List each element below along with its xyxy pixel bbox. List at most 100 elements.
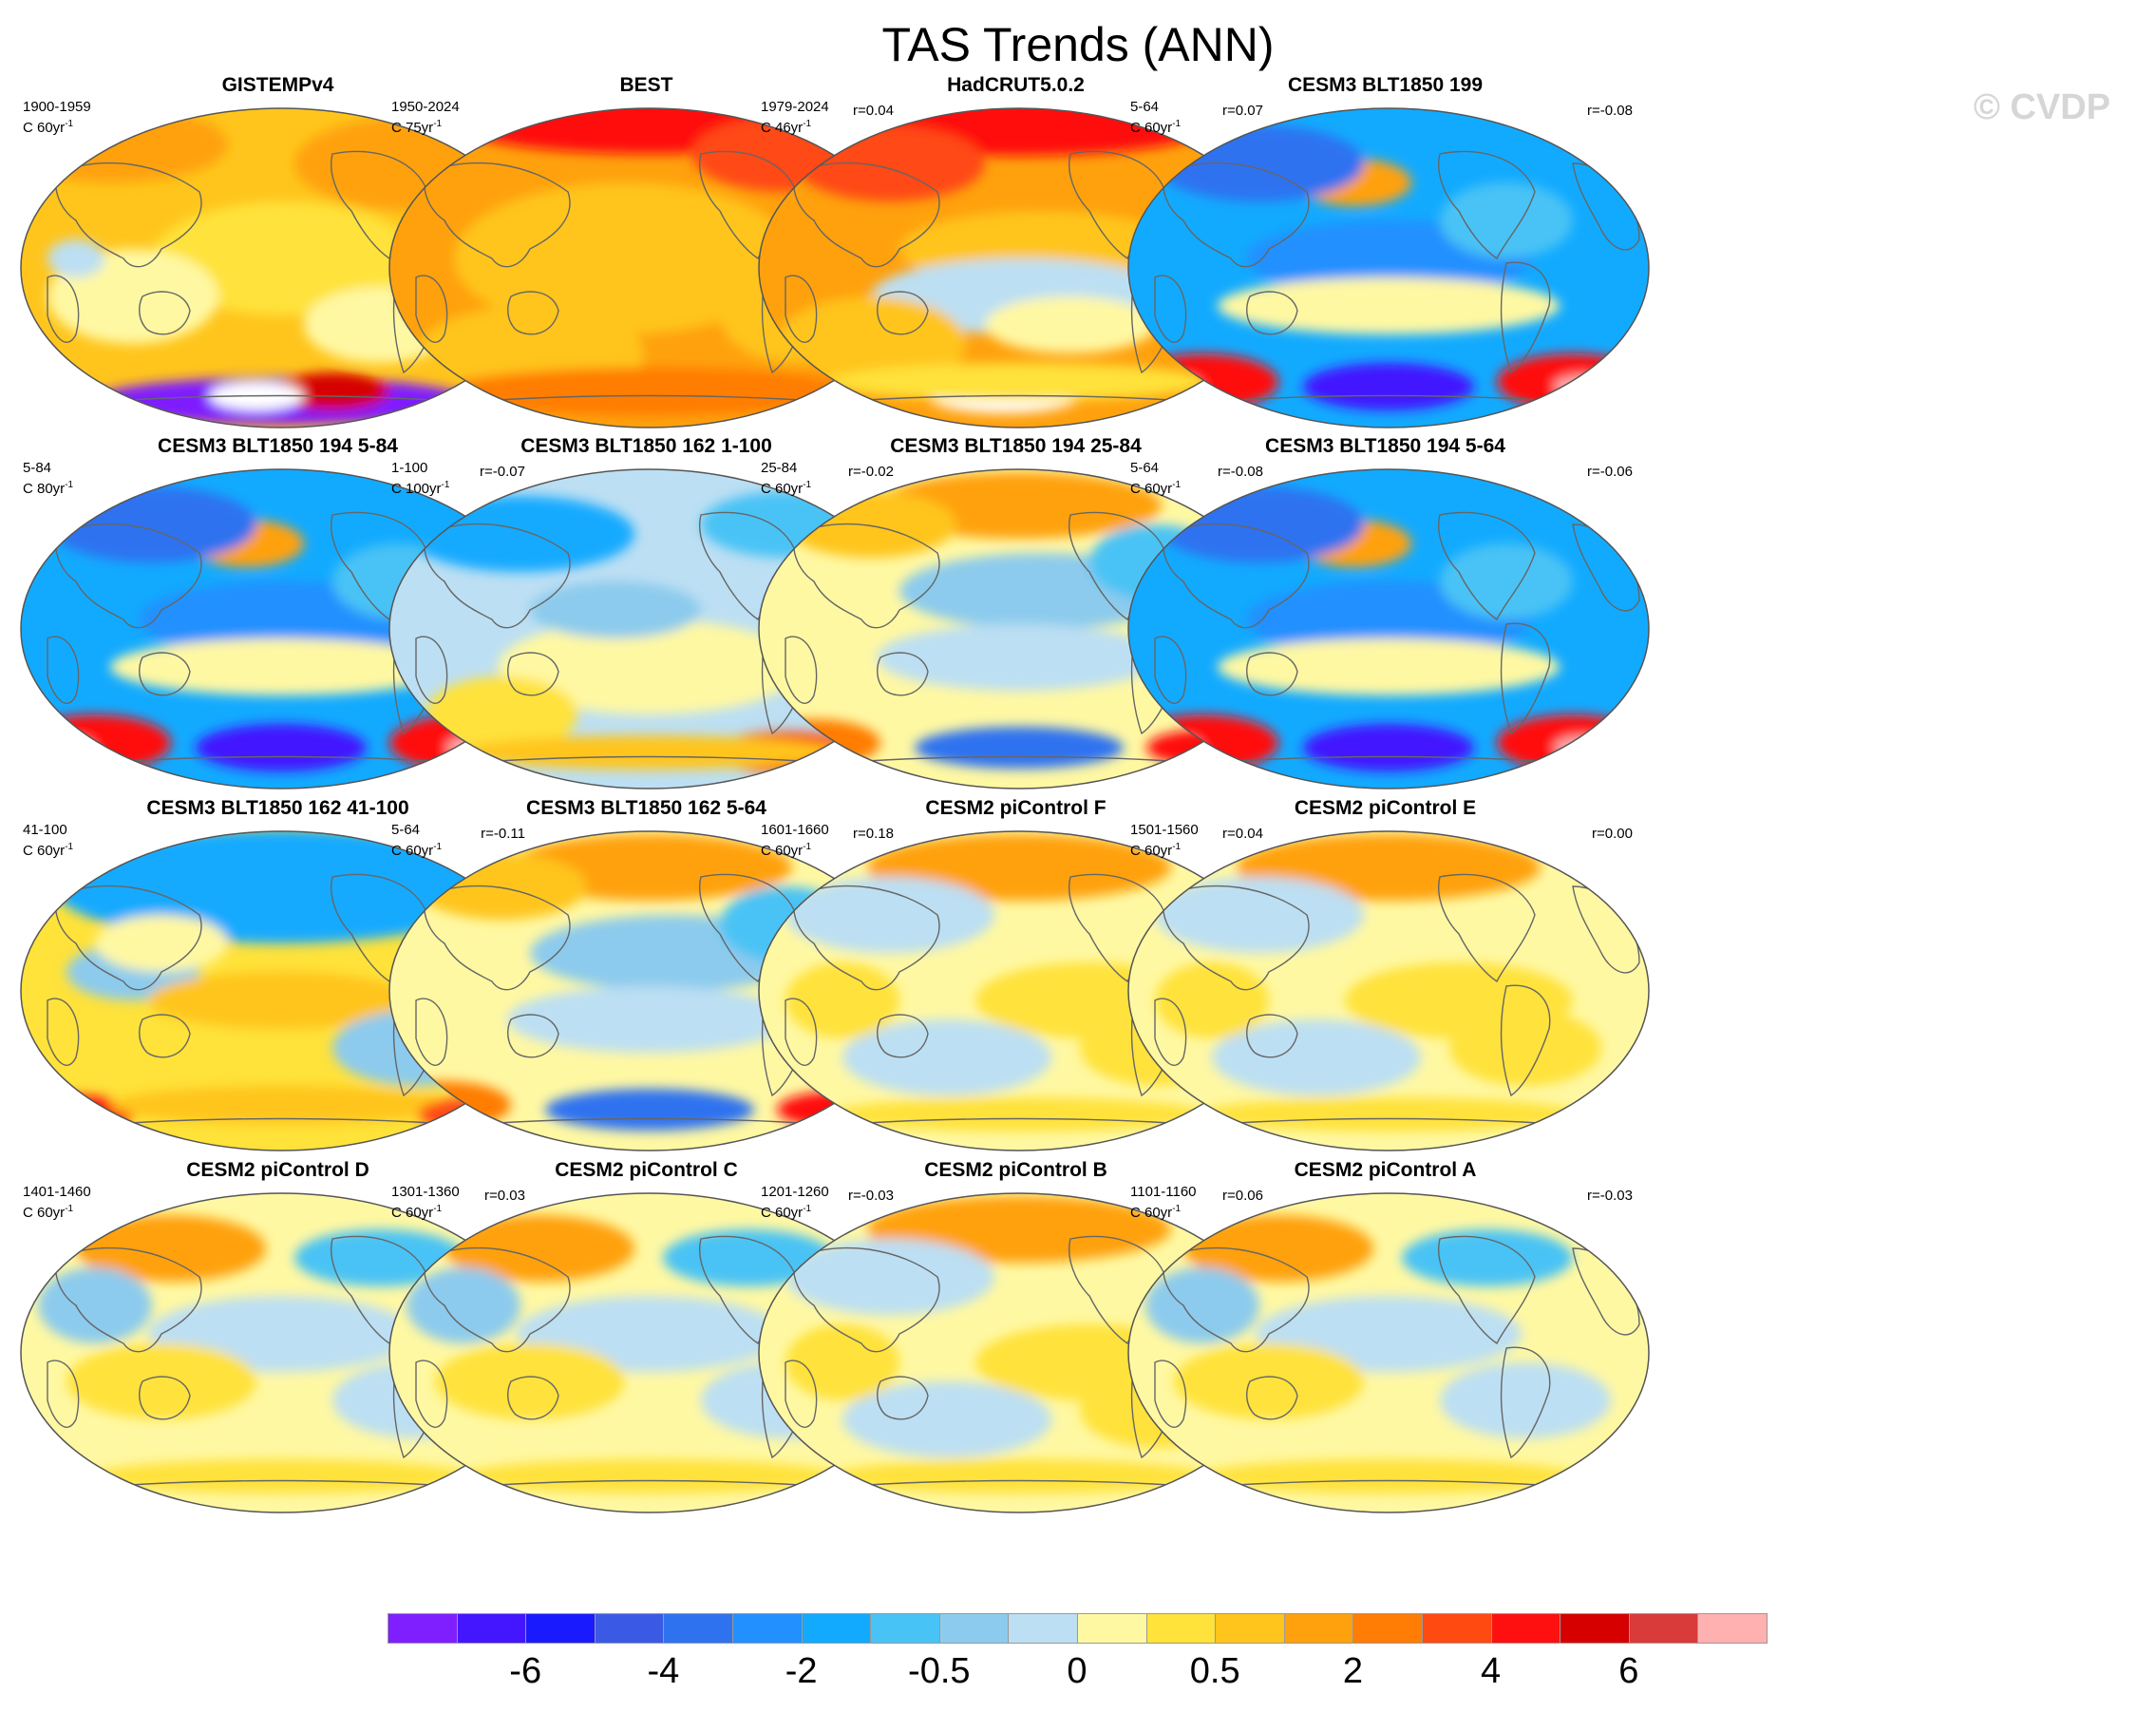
panel-years: 5-64	[391, 822, 421, 838]
colorbar-label: -0.5	[908, 1651, 971, 1691]
trend-region	[530, 581, 701, 638]
panel-correlation: r=-0.03	[1587, 1188, 1633, 1204]
colorbar-swatch	[1283, 1613, 1354, 1644]
trend-region	[1145, 1267, 1259, 1343]
coastline	[1246, 291, 1298, 335]
trend-region	[148, 972, 414, 1029]
panel-years: 1-100	[391, 460, 428, 476]
trend-region	[1440, 543, 1573, 619]
colorbar-swatch	[594, 1613, 665, 1644]
coastline	[1500, 261, 1551, 374]
trend-map	[1127, 830, 1650, 1151]
coastline	[1154, 998, 1187, 1066]
trend-map	[1127, 107, 1650, 428]
coastline	[47, 998, 80, 1066]
coastline	[1438, 150, 1536, 260]
coastline	[877, 291, 929, 335]
panel-correlation: r=0.00	[1592, 826, 1633, 842]
trend-region	[877, 624, 1162, 691]
panel-title: CESM3 BLT1850 194 5-64	[1265, 435, 1505, 457]
colorbar-swatch	[938, 1613, 1010, 1644]
coastline	[793, 523, 940, 629]
trend-region	[407, 1267, 520, 1343]
trend-region	[275, 372, 389, 410]
panel-correlation: r=-0.03	[848, 1188, 894, 1204]
cvdp-watermark: © CVDP	[1973, 87, 2110, 127]
panel-title: CESM2 piControl C	[555, 1159, 738, 1181]
figure-title: TAS Trends (ANN)	[881, 18, 1275, 71]
trend-region	[829, 1459, 1209, 1493]
colorbar-swatch	[1077, 1613, 1147, 1644]
panel-correlation: r=0.04	[1222, 826, 1263, 842]
trend-region	[985, 296, 1156, 353]
colorbar-label: 6	[1618, 1651, 1639, 1691]
colorbar-swatch	[801, 1613, 872, 1644]
coastline	[877, 1014, 929, 1058]
coastline	[1246, 652, 1298, 696]
panel-years: 1950-2024	[391, 99, 460, 115]
trend-region	[91, 1459, 471, 1493]
panel-units: C 60yr-1	[761, 1204, 812, 1221]
colorbar-label: 4	[1481, 1651, 1502, 1691]
trend-region	[1199, 1097, 1579, 1132]
panel-years: 1601-1660	[761, 822, 829, 838]
coastline	[424, 885, 571, 991]
trend-region	[38, 1267, 152, 1343]
trend-region	[110, 638, 452, 695]
trend-region	[498, 619, 802, 714]
coastline	[507, 291, 559, 335]
trend-region	[1164, 738, 1202, 767]
panel-correlation: r=0.06	[1222, 1188, 1263, 1204]
trend-region	[95, 915, 228, 972]
coastline	[139, 1014, 191, 1058]
trend-map	[1127, 1192, 1650, 1513]
panel-years: 5-84	[23, 460, 52, 476]
coastline	[1500, 1346, 1551, 1459]
panel-correlation: r=0.18	[853, 826, 894, 842]
trend-region	[444, 1215, 634, 1282]
map-panel-grid: GISTEMPv4 1900-1959 C 60yr-1 BEST 1950-2024 C…	[20, 74, 1654, 1513]
panel-units: C 80yr-1	[23, 480, 74, 497]
colorbar-swatch	[1145, 1613, 1217, 1644]
trend-region	[915, 727, 1124, 769]
coastline	[1154, 275, 1187, 343]
panel-years: 5-64	[1130, 460, 1160, 476]
trend-region	[829, 363, 1209, 401]
panel-years: 1900-1959	[23, 99, 91, 115]
coastline	[47, 1360, 80, 1428]
trend-region	[842, 1019, 1051, 1095]
trend-region	[53, 831, 509, 943]
trend-region	[1303, 363, 1474, 410]
trend-region	[1155, 486, 1364, 562]
map-panel: BEST 1950-2024 C 75yr-1 r=0.04	[378, 74, 915, 433]
colorbar-swatch	[1697, 1613, 1768, 1644]
coastline	[1246, 1014, 1298, 1058]
coastline	[1500, 984, 1551, 1097]
panel-units: C 100yr-1	[391, 480, 450, 497]
trend-region	[1128, 714, 1278, 771]
coastline	[415, 636, 448, 704]
trend-region	[110, 1086, 452, 1124]
panel-units: C 75yr-1	[391, 119, 443, 136]
colorbar-swatch	[456, 1613, 527, 1644]
panel-title: CESM2 piControl D	[186, 1159, 369, 1181]
panel-units: C 60yr-1	[391, 842, 443, 859]
panel-units: C 60yr-1	[1130, 480, 1182, 497]
panel-correlation: r=-0.11	[481, 826, 525, 842]
trend-region	[1218, 638, 1560, 695]
trend-region	[21, 714, 171, 771]
coastline	[1154, 636, 1187, 704]
trend-region	[1199, 1459, 1579, 1493]
panel-title: CESM3 BLT1850 162 1-100	[520, 435, 772, 457]
trend-region	[785, 1239, 994, 1315]
trend-region	[57, 738, 95, 767]
panel-units: C 60yr-1	[391, 1204, 443, 1221]
colorbar-label: 0	[1067, 1651, 1087, 1691]
panel-years: 1401-1460	[23, 1184, 91, 1200]
map-panel: CESM2 piControl E 1501-1560 C 60yr-1 r=0.00	[1117, 797, 1654, 1156]
panel-correlation: r=-0.08	[1587, 103, 1633, 119]
panel-title: CESM2 piControl F	[925, 797, 1106, 819]
coastline	[139, 1376, 191, 1420]
coastline	[877, 652, 929, 696]
panel-title: HadCRUT5.0.2	[947, 74, 1085, 96]
